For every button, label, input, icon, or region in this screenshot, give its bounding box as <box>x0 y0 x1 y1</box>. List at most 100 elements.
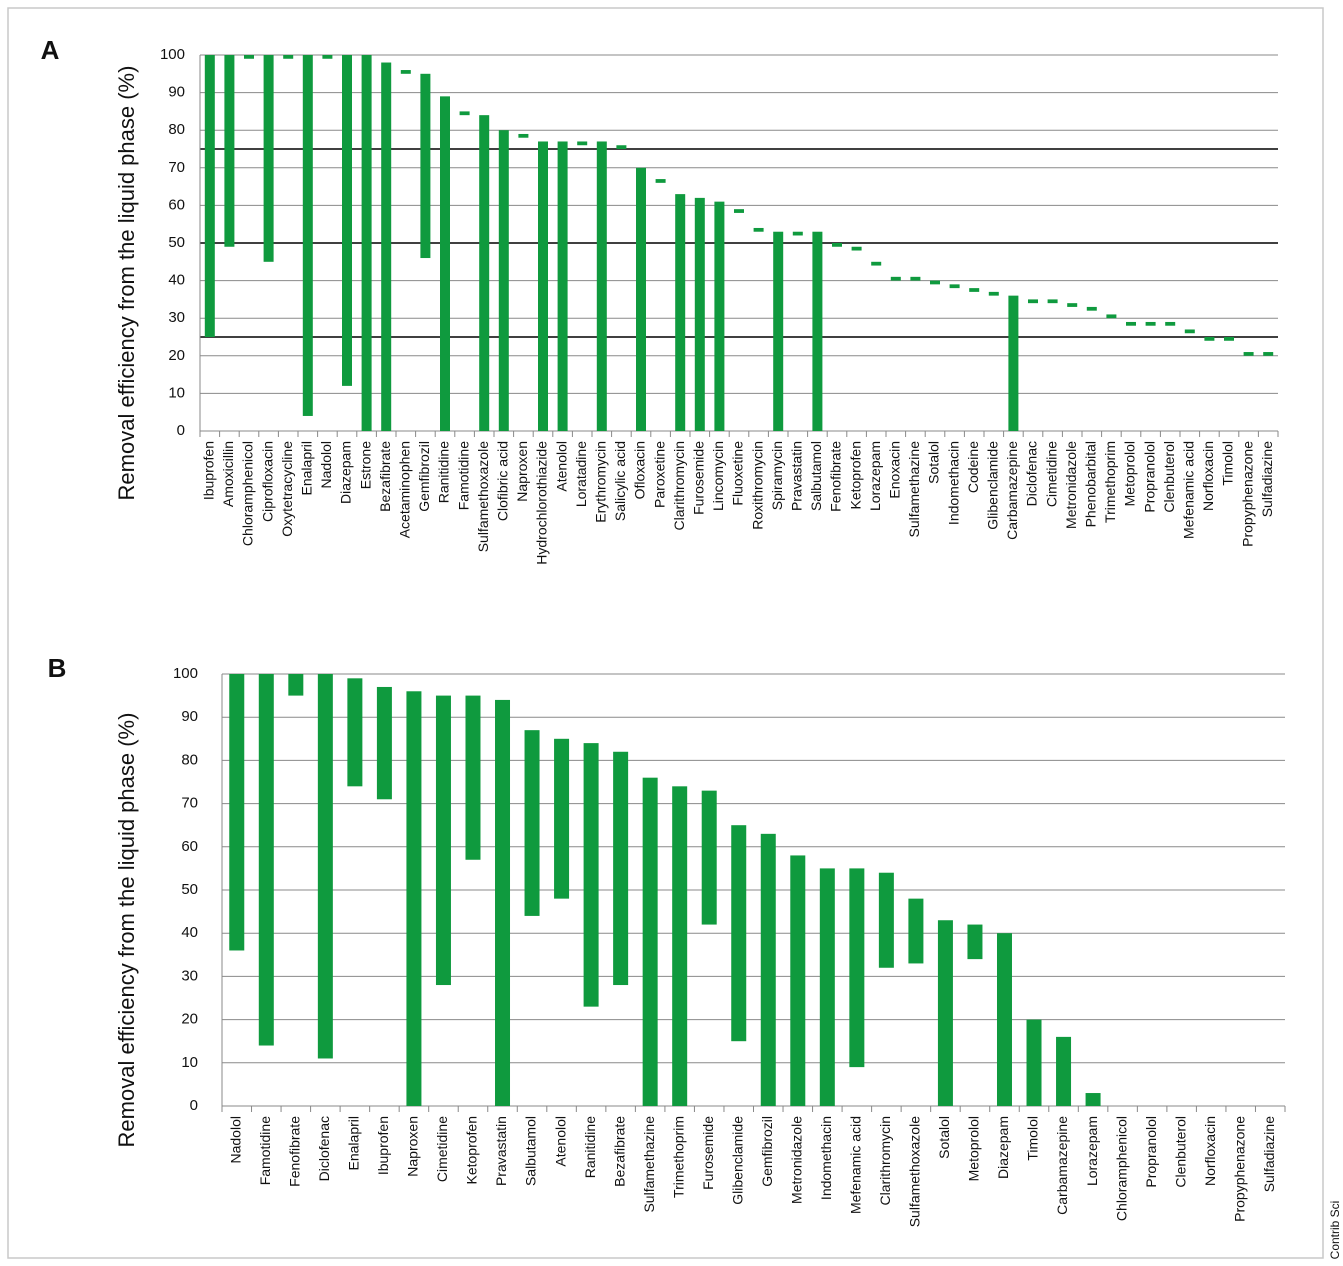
range-bar <box>871 261 882 266</box>
range-bar <box>302 55 313 416</box>
x-tick-label: Metronidazole <box>788 1116 804 1204</box>
x-tick-label: Metronidazole <box>1063 441 1079 529</box>
x-tick-label: Loratadine <box>573 441 589 507</box>
range-bar <box>734 209 744 213</box>
y-tick-label: 10 <box>168 384 185 401</box>
x-tick-label: Carbamazepine <box>1004 441 1020 540</box>
x-tick-label: Salicylic acid <box>612 441 628 521</box>
range-bar <box>930 280 940 285</box>
range-bar <box>518 133 529 138</box>
x-tick-label: Erythromycin <box>593 441 609 523</box>
x-tick-label: Nadolol <box>227 1116 243 1163</box>
range-bar <box>937 920 953 1106</box>
range-bar <box>583 743 599 1007</box>
x-tick-label: Cimetidine <box>1043 441 1059 507</box>
range-bar <box>498 130 509 431</box>
range-bar <box>642 777 658 1106</box>
x-tick-label: Indomethacin <box>818 1116 834 1200</box>
range-bar <box>204 55 215 337</box>
range-bar <box>322 55 333 59</box>
range-bar <box>479 115 490 431</box>
range-bar <box>1086 306 1097 311</box>
range-bar <box>760 833 776 1106</box>
range-bar <box>1028 299 1038 304</box>
x-tick-label: Clarithromycin <box>671 441 687 530</box>
range-bar <box>361 55 372 431</box>
range-bar <box>910 276 921 281</box>
y-tick-label: 60 <box>181 838 198 855</box>
x-tick-label: Sotalol <box>936 1116 952 1159</box>
x-tick-label: Mefenamic acid <box>1181 441 1197 539</box>
range-bar <box>878 872 894 968</box>
range-bar <box>988 291 999 296</box>
y-tick-label: 60 <box>168 196 185 213</box>
x-tick-label: Sulfamethazine <box>641 1116 657 1213</box>
x-tick-label: Bezafibrate <box>377 441 393 512</box>
x-tick-label: Fenofibrate <box>287 1116 303 1187</box>
y-tick-label: 80 <box>168 121 185 138</box>
range-bar <box>1008 295 1019 431</box>
range-bar <box>812 231 823 431</box>
y-tick-label: 20 <box>168 347 185 364</box>
x-tick-label: Propyphenazone <box>1239 441 1255 547</box>
x-tick-label: Lincomycin <box>710 441 726 511</box>
range-bar <box>1056 1036 1072 1106</box>
x-tick-label: Trimethoprim <box>670 1116 686 1198</box>
range-bar <box>406 691 422 1106</box>
x-tick-label: Phenobarbital <box>1083 441 1099 527</box>
range-bar <box>342 55 352 386</box>
range-bar <box>288 674 304 696</box>
range-bar <box>616 145 627 149</box>
x-tick-label: Hydrochlorothiazide <box>534 441 550 565</box>
range-bar <box>1184 329 1195 334</box>
range-bar <box>524 730 540 916</box>
x-tick-label: Diazepam <box>995 1116 1011 1179</box>
x-tick-label: Timolol <box>1220 441 1236 486</box>
y-tick-label: 70 <box>181 795 198 812</box>
range-bar <box>1224 337 1234 341</box>
x-tick-label: Ketoprofen <box>464 1116 480 1185</box>
x-tick-label: Ranitidine <box>582 1116 598 1178</box>
x-tick-label: Propranolol <box>1141 441 1157 513</box>
frame <box>7 7 1324 1259</box>
x-tick-label: Ofloxacin <box>632 441 648 499</box>
range-bar <box>694 197 705 431</box>
x-tick-label: Salbutamol <box>523 1116 539 1186</box>
range-bar <box>224 55 235 247</box>
x-tick-label: Enalapril <box>346 1116 362 1170</box>
x-tick-label: Sotalol <box>926 441 942 484</box>
x-tick-label: Propranolol <box>1143 1116 1159 1188</box>
range-bar <box>381 62 392 432</box>
x-tick-label: Sulfamethazine <box>906 441 922 538</box>
range-bar <box>244 55 254 59</box>
y-tick-label: 40 <box>181 924 198 941</box>
range-bar <box>263 55 274 262</box>
y-tick-label: 90 <box>168 84 185 101</box>
x-tick-label: Propyphenazone <box>1231 1116 1247 1222</box>
range-bar <box>229 674 245 951</box>
range-bar <box>832 243 842 247</box>
x-tick-label: Metoprolol <box>1122 441 1138 506</box>
x-tick-label: Nadolol <box>318 441 334 488</box>
x-tick-label: Roxithromycin <box>749 441 765 530</box>
range-bar <box>655 179 666 183</box>
range-bar <box>1106 314 1117 319</box>
x-tick-label: Glibenclamide <box>729 1116 745 1205</box>
range-bar <box>773 231 784 431</box>
x-tick-label: Enoxacin <box>887 441 903 499</box>
range-bar <box>1047 299 1058 304</box>
range-bar <box>557 141 568 432</box>
range-bar <box>1204 337 1215 341</box>
x-tick-label: Diclofenac <box>316 1116 332 1181</box>
range-bar <box>714 201 725 431</box>
y-tick-label: 30 <box>181 967 198 984</box>
x-tick-label: Ibuprofen <box>201 441 217 500</box>
range-bar <box>701 790 717 925</box>
range-bar <box>613 751 629 986</box>
x-tick-label: Naproxen <box>514 441 530 502</box>
range-bar <box>258 674 274 1046</box>
range-bar <box>636 167 646 432</box>
range-bar <box>890 276 901 281</box>
x-tick-label: Fluoxetine <box>730 441 746 506</box>
range-bar <box>790 855 806 1106</box>
